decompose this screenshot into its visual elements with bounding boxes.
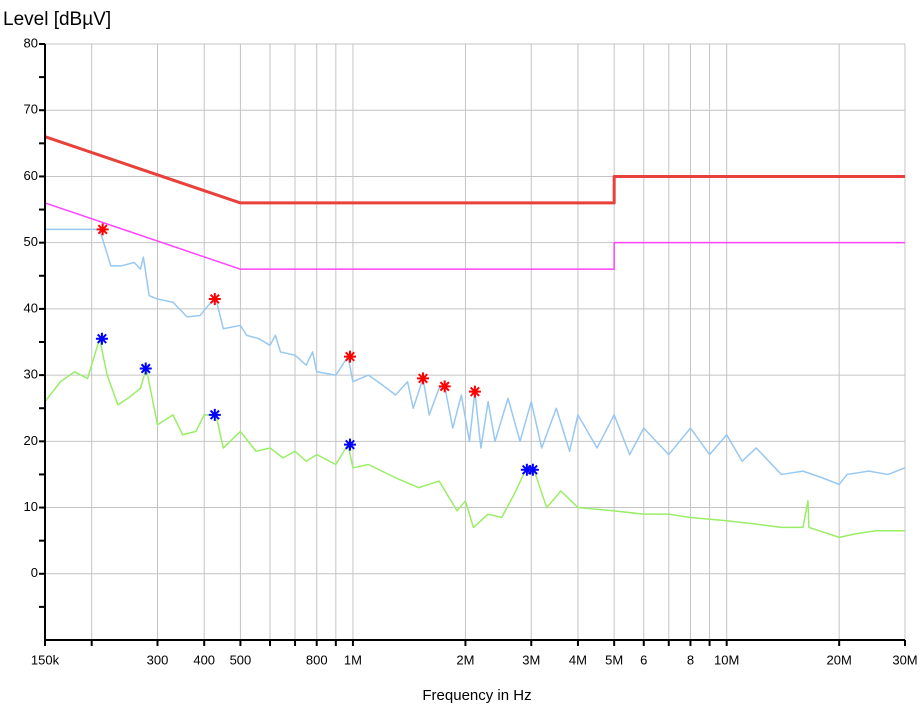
- marker: [343, 350, 356, 363]
- marker: [343, 438, 356, 451]
- marker: [95, 332, 108, 345]
- y-tick-label: 60: [24, 168, 38, 183]
- y-tick-label: 30: [24, 367, 38, 382]
- marker: [468, 385, 481, 398]
- marker: [438, 380, 451, 393]
- x-tick-label: 30M: [892, 652, 917, 667]
- y-tick-label: 40: [24, 300, 38, 315]
- trace: [44, 135, 905, 205]
- x-tick-label: 300: [147, 652, 169, 667]
- chart-title: Level [dBµV]: [3, 9, 111, 30]
- x-tick-label: 3M: [522, 652, 540, 667]
- x-tick-label: 2M: [456, 652, 474, 667]
- marker: [417, 372, 430, 385]
- marker: [520, 463, 533, 476]
- marker: [526, 463, 539, 476]
- x-tick-label: 20M: [827, 652, 852, 667]
- y-tick-label: 0: [31, 565, 38, 580]
- x-tick-label: 500: [230, 652, 252, 667]
- x-tick-label: 6: [640, 652, 647, 667]
- marker: [208, 292, 221, 305]
- marker: [139, 362, 152, 375]
- x-tick-label: 800: [306, 652, 328, 667]
- trace: [44, 337, 905, 539]
- x-tick-label: 10M: [714, 652, 739, 667]
- y-tick-label: 50: [24, 234, 38, 249]
- x-axis-label: Frequency in Hz: [422, 687, 531, 704]
- x-tick-label: 8: [687, 652, 694, 667]
- marker: [96, 223, 109, 236]
- x-tick-label: 5M: [605, 652, 623, 667]
- y-tick-label: 70: [24, 102, 38, 117]
- x-tick-label: 400: [193, 652, 215, 667]
- y-tick-label: 10: [24, 499, 38, 514]
- x-tick-label: 150k: [31, 652, 60, 667]
- x-tick-label: 4M: [569, 652, 587, 667]
- trace: [45, 228, 906, 486]
- trace: [44, 202, 905, 270]
- y-tick-label: 20: [24, 433, 38, 448]
- y-tick-label: 80: [24, 35, 38, 50]
- x-tick-label: 1M: [344, 652, 362, 667]
- marker: [208, 408, 221, 421]
